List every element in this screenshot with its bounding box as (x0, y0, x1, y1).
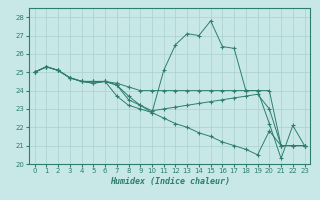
X-axis label: Humidex (Indice chaleur): Humidex (Indice chaleur) (109, 177, 229, 186)
